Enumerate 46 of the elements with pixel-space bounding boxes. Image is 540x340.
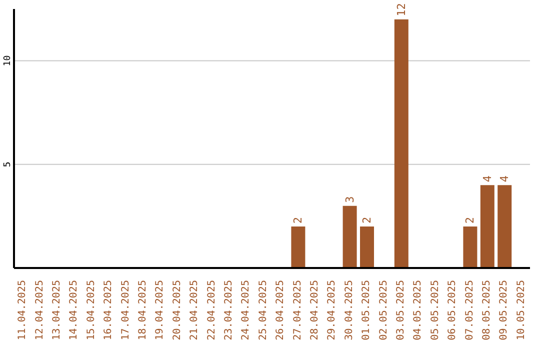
- x-tick-label: 18.04.2025: [138, 280, 148, 340]
- data-label: 12: [394, 3, 408, 16]
- x-tick-label: 11.04.2025: [17, 280, 28, 340]
- x-tick-label: 21.04.2025: [189, 280, 200, 340]
- bar: [360, 226, 374, 268]
- x-tick-label: 12.04.2025: [34, 280, 46, 340]
- y-tick-label: 5: [3, 162, 13, 168]
- x-tick-label: 07.05.2025: [464, 280, 476, 340]
- x-tick-label: 04.05.2025: [412, 280, 424, 340]
- x-tick-label: 02.05.2025: [378, 280, 390, 340]
- x-tick-label: 24.04.2025: [240, 280, 252, 340]
- x-tick-label: 13.04.2025: [52, 280, 62, 340]
- y-tick-label: 10: [3, 55, 13, 66]
- x-tick-label: 09.05.2025: [498, 280, 510, 340]
- x-tick-label: 16.04.2025: [103, 280, 114, 340]
- bar: [342, 206, 357, 268]
- bar: [498, 185, 512, 268]
- data-label: 2: [464, 216, 477, 224]
- data-label: 3: [343, 196, 356, 203]
- x-tick-label: 30.04.2025: [344, 280, 355, 340]
- data-label: 4: [498, 175, 512, 182]
- x-tick-label: 05.05.2025: [430, 280, 441, 340]
- data-label: 4: [480, 175, 494, 182]
- x-tick-label: 22.04.2025: [206, 280, 218, 340]
- bar: [463, 226, 478, 268]
- x-tick-label: 29.04.2025: [326, 280, 338, 340]
- bar: [394, 19, 408, 268]
- x-tick-label: 17.04.2025: [120, 280, 132, 340]
- x-tick-label: 10.05.2025: [516, 280, 527, 340]
- bar: [291, 226, 306, 268]
- x-tick-label: 06.05.2025: [447, 280, 458, 340]
- x-tick-label: 14.04.2025: [68, 280, 80, 340]
- x-tick-label: 25.04.2025: [258, 280, 269, 340]
- x-tick-label: 23.04.2025: [224, 280, 234, 340]
- x-tick-label: 28.04.2025: [310, 280, 320, 340]
- x-tick-label: 27.04.2025: [292, 280, 304, 340]
- data-label: 2: [360, 216, 374, 224]
- x-tick-label: 19.04.2025: [154, 280, 166, 340]
- x-tick-label: 15.04.2025: [86, 280, 97, 340]
- x-tick-label: 20.04.2025: [172, 280, 183, 340]
- x-tick-label: 01.05.2025: [361, 280, 372, 340]
- x-tick-label: 03.05.2025: [396, 280, 406, 340]
- x-tick-label: 26.04.2025: [275, 280, 286, 340]
- bar: [480, 185, 494, 268]
- x-tick-label: 08.05.2025: [482, 280, 492, 340]
- data-label: 2: [292, 216, 305, 224]
